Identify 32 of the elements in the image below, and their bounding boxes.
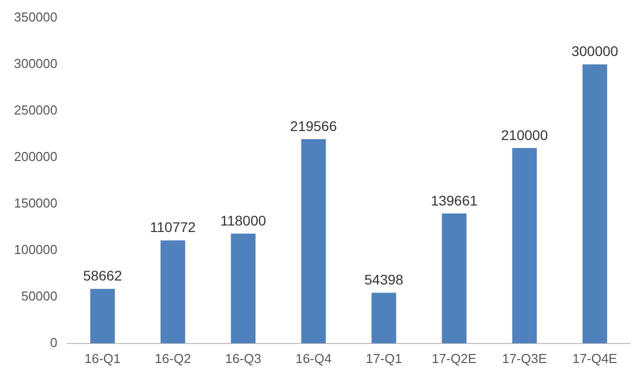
y-tick-label: 300000 <box>14 56 58 71</box>
data-label: 54398 <box>364 272 404 288</box>
x-tick-label: 17-Q3E <box>502 350 548 366</box>
x-tick-label: 17-Q1 <box>366 350 402 366</box>
y-tick-label: 250000 <box>14 102 58 118</box>
data-label: 58662 <box>83 268 122 284</box>
y-tick-label: 150000 <box>14 195 58 210</box>
bar <box>230 234 256 344</box>
data-label: 139661 <box>430 192 478 208</box>
x-tick-label: 16-Q4 <box>295 350 332 366</box>
x-tick-label: 16-Q2 <box>154 350 191 366</box>
bar <box>160 240 186 344</box>
x-tick-label: 17-Q2E <box>432 350 477 366</box>
bar <box>90 288 115 344</box>
y-tick-label: 100000 <box>14 242 58 257</box>
data-label: 219566 <box>290 118 338 134</box>
y-tick-label: 350000 <box>14 9 58 24</box>
x-tick-label: 17-Q4E <box>572 350 618 366</box>
bar <box>301 139 326 344</box>
bar <box>582 64 608 344</box>
x-tick-label: 16-Q1 <box>84 350 121 366</box>
bar <box>442 213 466 344</box>
bar <box>372 292 396 344</box>
bar <box>512 148 537 344</box>
data-label: 210000 <box>501 126 548 143</box>
data-label: 110772 <box>150 219 196 236</box>
data-label: 118000 <box>220 212 266 228</box>
y-tick-label: 50000 <box>21 288 58 304</box>
y-tick-label: 0 <box>50 334 58 350</box>
data-label: 300000 <box>571 43 618 60</box>
y-tick-label: 200000 <box>14 148 58 164</box>
x-tick-label: 16-Q3 <box>225 350 262 366</box>
